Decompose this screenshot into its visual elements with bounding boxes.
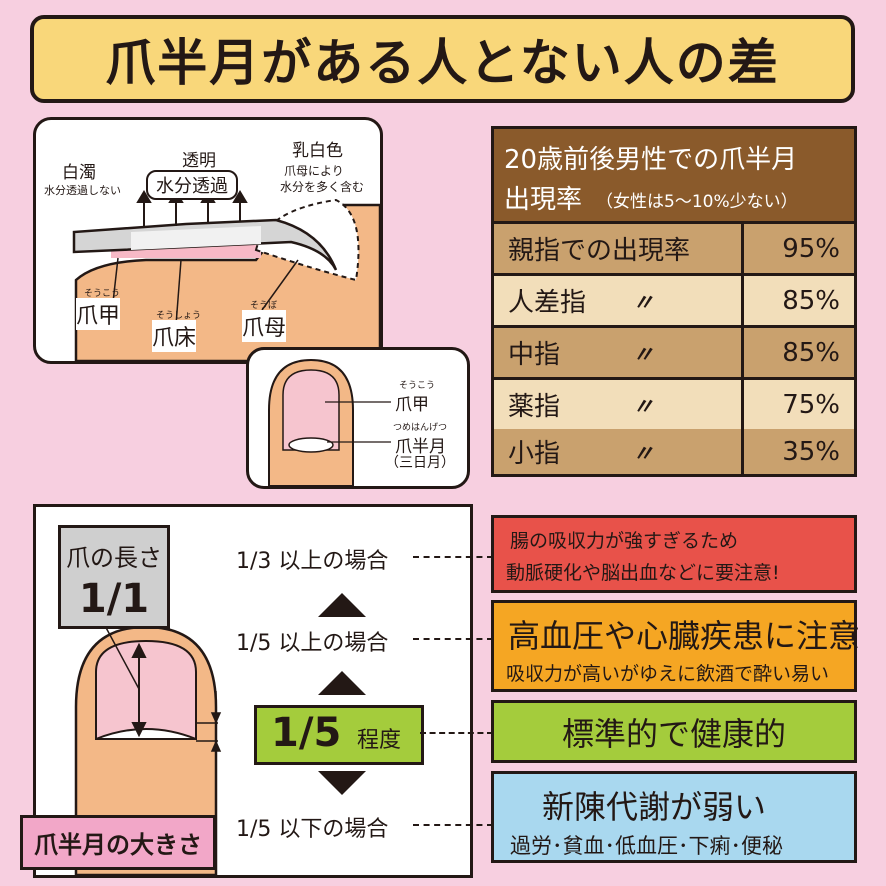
- rate-cell: 95%: [744, 224, 854, 273]
- finger-cell: 中指〃: [494, 328, 741, 377]
- ditto-mark: 〃: [632, 394, 655, 420]
- table-header-line1: 20歳前後男性での爪半月: [504, 145, 798, 175]
- soukou-ruby: そうこう: [84, 289, 121, 299]
- table-row: 人差指〃 85%: [494, 276, 854, 325]
- soubo-label: 爪母: [242, 310, 287, 342]
- level-above-fifth: 1/5 以上の場合: [236, 625, 389, 657]
- nail-length-label: 爪の長さ: [66, 544, 162, 572]
- table-row: 小指〃 35%: [494, 429, 854, 474]
- finger-cell: 人差指〃: [494, 276, 741, 325]
- level-below-fifth: 1/5 以下の場合: [236, 811, 389, 843]
- ditto-mark: 〃: [632, 441, 655, 467]
- connector-line: [420, 732, 493, 734]
- table-header-line2: 出現率: [504, 185, 583, 215]
- lunula-label: 爪半月: [395, 437, 446, 457]
- nyuhaku-note-1: 爪母により: [284, 164, 344, 178]
- connector-line: [413, 556, 493, 558]
- up-arrow-upper: [318, 593, 366, 617]
- rate-cell: 85%: [744, 328, 854, 377]
- water-permeation-label: 水分透過: [146, 170, 238, 200]
- note-line2: 過労･貧血･低血圧･下痢･便秘: [510, 834, 783, 858]
- nail-length-value: 1/1: [78, 576, 150, 622]
- table-row: 親指での出現率 95%: [494, 224, 854, 273]
- page-title: 爪半月がある人とない人の差: [105, 34, 780, 92]
- note-line1: 高血圧や心臓疾患に注意: [508, 617, 861, 655]
- nail-top-drawing: [268, 358, 391, 486]
- note-line2: 動脈硬化や脳出血などに要注意!: [506, 562, 780, 584]
- down-arrow: [318, 771, 366, 795]
- nail-length-box: 爪の長さ 1/1: [58, 525, 170, 629]
- lunula-ruby: つめはんげつ: [393, 423, 448, 433]
- standard-value: 1/5: [271, 710, 342, 756]
- top-soukou-label: 爪甲: [395, 395, 429, 415]
- lunula-size-label: 爪半月の大きさ: [20, 815, 216, 870]
- ditto-mark: 〃: [632, 342, 655, 368]
- soubo-ruby: そうぼ: [250, 301, 278, 311]
- note-standard: 標準的で健康的: [491, 700, 857, 763]
- nail-top-view-panel: そうこう 爪甲 つめはんげつ 爪半月 （三日月）: [246, 347, 470, 489]
- table-row: 薬指〃 75%: [494, 380, 854, 429]
- ditto-mark: 〃: [632, 290, 655, 316]
- rate-cell: 35%: [744, 429, 854, 474]
- finger-cell: 小指〃: [494, 429, 741, 474]
- table-header-note: （女性は5～10%少ない）: [596, 192, 798, 212]
- nyuhaku-note-2: 水分を多く含む: [280, 180, 365, 194]
- hakudaku-label: 白濁: [62, 163, 96, 183]
- nyuhaku-label: 乳白色: [292, 141, 343, 161]
- soushou-label: 爪床: [152, 320, 197, 352]
- lunula-rate-table: 20歳前後男性での爪半月 出現率 （女性は5～10%少ない） 親指での出現率 9…: [491, 126, 857, 477]
- level-above-third: 1/3 以上の場合: [236, 543, 389, 575]
- finger-cell: 薬指〃: [494, 380, 741, 429]
- note-below-fifth: 新陳代謝が弱い 過労･貧血･低血圧･下痢･便秘: [491, 771, 857, 863]
- soukou-label: 爪甲: [76, 298, 121, 330]
- table-row: 中指〃 85%: [494, 328, 854, 377]
- toumei-label: 透明: [182, 151, 216, 171]
- top-soukou-ruby: そうこう: [399, 381, 436, 391]
- rate-cell: 85%: [744, 276, 854, 325]
- note-line1: 腸の吸収力が強すぎるため: [510, 530, 739, 552]
- title-banner: 爪半月がある人とない人の差: [30, 15, 855, 103]
- note-above-fifth: 高血圧や心臓疾患に注意 吸収力が高いがゆえに飲酒で酔い易い: [491, 600, 861, 692]
- note-line1: 標準的で健康的: [561, 714, 786, 753]
- note-above-third: 腸の吸収力が強すぎるため 動脈硬化や脳出血などに要注意!: [491, 515, 857, 593]
- standard-suffix: 程度: [357, 728, 402, 753]
- connector-line: [413, 638, 493, 640]
- connector-line: [413, 824, 493, 826]
- hakudaku-note: 水分透過しない: [44, 184, 121, 197]
- lunula-sub: （三日月）: [385, 455, 455, 471]
- finger-cell: 親指での出現率: [494, 224, 741, 273]
- standard-level-box: 1/5 程度: [254, 705, 424, 765]
- note-line1: 新陳代謝が弱い: [542, 788, 767, 826]
- rate-cell: 75%: [744, 380, 854, 429]
- soushou-ruby: そうしょう: [156, 311, 202, 321]
- nail-cross-section-panel: 白濁 水分透過しない 透明 水分透過 乳白色 爪母により 水分を多く含む そうこ…: [33, 117, 383, 364]
- note-line2: 吸収力が高いがゆえに飲酒で酔い易い: [506, 663, 830, 685]
- thumb-drawing: [74, 593, 366, 875]
- table-header: 20歳前後男性での爪半月 出現率 （女性は5～10%少ない）: [494, 129, 854, 221]
- up-arrow-lower: [318, 671, 366, 695]
